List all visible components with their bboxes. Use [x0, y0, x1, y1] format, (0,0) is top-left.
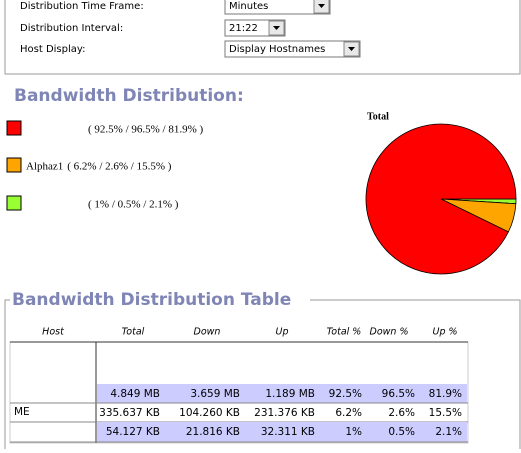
legend-swatch — [6, 157, 22, 173]
cell: 32.311 KB — [261, 426, 315, 438]
select-value: Minutes — [229, 1, 268, 12]
select[interactable] — [224, 40, 361, 58]
field-label: Distribution Interval: — [20, 23, 123, 34]
row-bg — [97, 384, 467, 403]
row-bg — [97, 422, 467, 442]
field-label: Host Display: — [20, 44, 85, 55]
table-title: Bandwidth Distribution Table — [12, 290, 291, 310]
column-header: Down — [194, 327, 221, 338]
cell: 335.637 KB — [99, 407, 160, 419]
select[interactable] — [224, 0, 331, 15]
cell: 1% — [345, 426, 362, 438]
pie-slice — [365, 123, 517, 275]
column-header: Total % — [327, 327, 362, 338]
cell: 231.376 KB — [254, 407, 315, 419]
field-label: Distribution Time Frame: — [20, 1, 144, 12]
legend-text: ( 92.5% / 96.5% / 81.9% ) — [88, 124, 204, 136]
cell: 1.189 MB — [265, 388, 315, 400]
cell: 0.5% — [388, 426, 415, 438]
cell: 3.659 MB — [190, 388, 240, 400]
select-arrow — [273, 26, 280, 30]
host-cell: ME — [14, 406, 30, 418]
cell: 21.816 KB — [186, 426, 240, 438]
select-arrow — [348, 47, 355, 51]
cell: 96.5% — [382, 388, 415, 400]
cell: 2.6% — [388, 407, 415, 419]
cell: 92.5% — [329, 388, 362, 400]
cell: 4.849 MB — [110, 388, 160, 400]
legend-text: ( 1% / 0.5% / 2.1% ) — [88, 199, 179, 211]
cell: 15.5% — [429, 407, 462, 419]
select-arrow — [318, 4, 325, 8]
cell: 54.127 KB — [106, 426, 160, 438]
cell: 6.2% — [335, 407, 362, 419]
cell: 104.260 KB — [179, 407, 240, 419]
column-header: Host — [42, 327, 65, 338]
section-title: Bandwidth Distribution: — [14, 86, 244, 106]
pie-title: Total — [367, 111, 389, 122]
column-header: Up — [276, 327, 289, 338]
column-header: Total — [122, 327, 145, 338]
column-header: Up % — [432, 327, 457, 338]
legend-swatch — [6, 120, 22, 136]
select-value: Display Hostnames — [229, 44, 325, 55]
legend-swatch — [6, 195, 22, 211]
legend-name: Alphaz1 — [26, 161, 63, 173]
form-box — [4, 0, 521, 75]
cell: 81.9% — [429, 388, 462, 400]
cell: 2.1% — [435, 426, 462, 438]
legend-bg — [10, 293, 310, 309]
legend-text: ( 6.2% / 2.6% / 15.5% ) — [67, 161, 172, 173]
column-header: Down % — [370, 327, 409, 338]
select-value: 21:22 — [229, 23, 258, 34]
